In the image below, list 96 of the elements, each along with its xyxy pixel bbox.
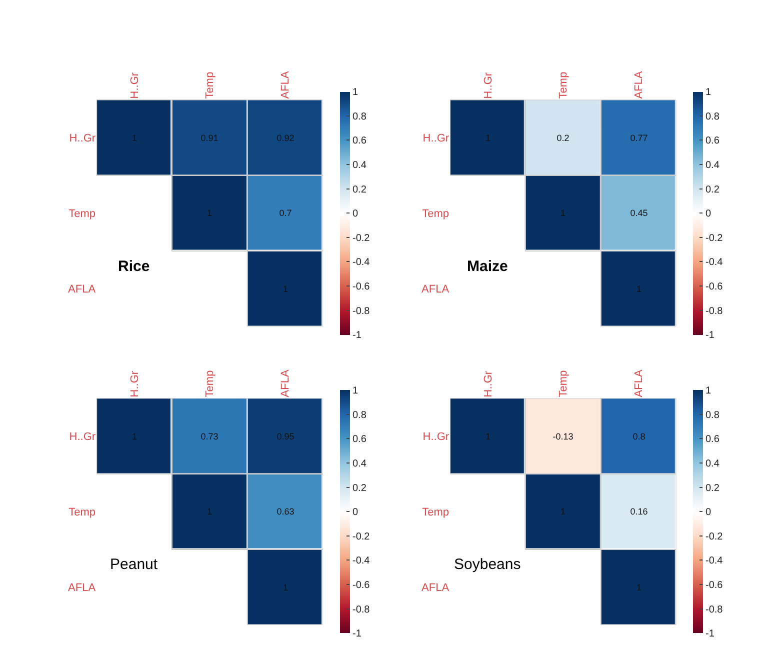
text: Soybeans	[454, 556, 521, 573]
color-bar-label: -0.8	[352, 306, 370, 317]
data-label: 0.8	[632, 431, 646, 442]
data-label: 1	[283, 284, 288, 294]
y-tick-label: Temp	[68, 506, 96, 518]
y-tick-label: H..Gr	[69, 132, 96, 144]
color-bar-label: -1	[352, 330, 362, 342]
y-tick-label: Temp	[422, 208, 450, 220]
color-bar-label: -0.2	[706, 531, 724, 542]
color-bar-label: -0.2	[706, 232, 724, 244]
data-label: 1	[207, 506, 212, 516]
color-bar-label: 0.8	[706, 410, 720, 421]
color-bar-label: 0.6	[352, 136, 367, 147]
color-bar-label: 0.2	[706, 482, 720, 494]
data-label: 1	[636, 582, 642, 592]
data-label: 1	[636, 284, 642, 294]
data-label: 0.45	[630, 208, 648, 218]
text: Maize	[467, 258, 508, 275]
color-bar-label: -0.4	[352, 556, 370, 567]
color-bar-label: 0	[706, 208, 712, 220]
color-bar-label: 0	[706, 507, 712, 518]
color-bar-label: 0.8	[352, 410, 367, 421]
color-bar-label: 0.2	[352, 184, 367, 196]
data-label: 0.73	[200, 431, 218, 442]
x-tick-label: AFLA	[280, 70, 292, 99]
color-bar-label: -1	[706, 628, 715, 640]
x-tick-label: Temp	[204, 72, 216, 99]
color-bar-label: 1	[352, 87, 358, 98]
data-label: -0.13	[552, 431, 574, 442]
y-tick-label: Temp	[68, 208, 96, 220]
color-bar-label: 0.6	[352, 434, 367, 446]
color-bar-label: -0.2	[352, 232, 370, 244]
x-tick-label: Temp	[204, 370, 216, 398]
color-bar-label: 1	[706, 87, 712, 98]
y-tick-label: AFLA	[68, 582, 96, 594]
y-tick-label: H..Gr	[422, 430, 450, 443]
data-label: 0.16	[630, 506, 648, 516]
y-tick-label: AFLA	[422, 582, 450, 594]
color-bar-label: 0.4	[706, 458, 720, 470]
text: Peanut	[110, 556, 158, 573]
x-tick-label: H..Gr	[128, 370, 141, 398]
color-bar-label: 0.4	[706, 160, 720, 172]
y-tick-label: AFLA	[68, 284, 96, 296]
x-tick-label: Temp	[558, 370, 570, 398]
data-label: 0.77	[630, 132, 648, 143]
data-label: 1	[283, 582, 288, 592]
data-label: 1	[560, 506, 566, 516]
color-bar-label: 0.2	[706, 184, 720, 196]
data-label: 1	[132, 132, 138, 143]
color-bar-label: 0	[352, 507, 358, 518]
data-label: 0.92	[276, 132, 294, 143]
color-bar-label: -0.2	[352, 531, 370, 542]
data-label: 0.2	[556, 132, 570, 143]
color-bar-label: -0.8	[706, 604, 724, 616]
data-label: 1	[560, 208, 566, 218]
color-bar-label: 0.6	[706, 434, 720, 446]
x-tick-label: AFLA	[280, 369, 292, 398]
text: Rice	[118, 258, 150, 275]
y-tick-label: Temp	[422, 506, 450, 518]
color-bar-label: 0.4	[352, 160, 367, 172]
color-bar-label: 0.6	[706, 136, 720, 147]
color-bar-label: -1	[706, 330, 715, 342]
x-tick-label: H..Gr	[128, 72, 141, 99]
x-tick-label: H..Gr	[482, 72, 494, 99]
x-tick-label: AFLA	[633, 369, 646, 398]
color-bar-label: 0	[352, 208, 358, 220]
x-tick-label: Temp	[558, 72, 570, 99]
data-label: 1	[486, 132, 491, 143]
x-tick-label: H..Gr	[482, 370, 494, 398]
color-bar-label: -0.4	[706, 556, 724, 567]
color-bar-label: -0.4	[706, 257, 724, 268]
y-tick-label: H..Gr	[69, 430, 96, 443]
color-bar-label: -0.8	[352, 604, 370, 616]
color-bar-label: 0.2	[352, 482, 367, 494]
color-bar-label: -0.8	[706, 306, 724, 317]
y-tick-label: AFLA	[422, 284, 450, 296]
color-bar-label: -0.6	[352, 580, 370, 592]
data-label: 0.95	[276, 431, 294, 442]
data-label: 1	[486, 431, 491, 442]
color-bar-label: -0.6	[706, 580, 724, 592]
data-label: 0.91	[200, 132, 218, 143]
data-label: 0.7	[279, 208, 292, 218]
x-tick-label: AFLA	[633, 70, 646, 99]
color-bar-label: 1	[706, 386, 712, 397]
color-bar-label: -0.6	[352, 282, 370, 293]
color-bar-label: 0.8	[706, 111, 720, 122]
color-bar-label: -1	[352, 628, 362, 640]
color-bar-label: 0.8	[352, 111, 367, 122]
data-label: 0.63	[276, 506, 294, 516]
data-label: 1	[132, 431, 138, 442]
color-bar-label: 0.4	[352, 458, 367, 470]
color-bar-label: 1	[352, 386, 358, 397]
y-tick-label: H..Gr	[422, 132, 450, 144]
color-bar-label: -0.4	[352, 257, 370, 268]
color-bar-label: -0.6	[706, 282, 724, 293]
data-label: 1	[207, 208, 212, 218]
